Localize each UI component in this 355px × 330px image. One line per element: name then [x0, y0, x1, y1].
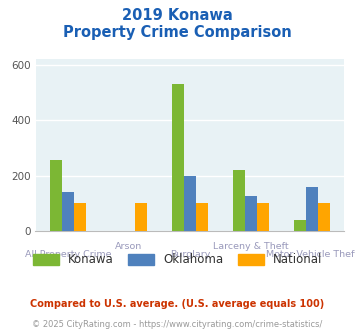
Bar [171, 84, 184, 231]
Bar [196, 203, 208, 231]
Bar [62, 192, 74, 231]
Bar [245, 196, 257, 231]
Bar [257, 203, 269, 231]
Text: Motor Vehicle Theft: Motor Vehicle Theft [266, 250, 355, 259]
Bar [74, 203, 86, 231]
Text: Larceny & Theft: Larceny & Theft [213, 242, 289, 250]
Bar [135, 203, 147, 231]
Bar [233, 170, 245, 231]
Bar [306, 187, 318, 231]
Legend: Konawa, Oklahoma, National: Konawa, Oklahoma, National [33, 253, 322, 266]
Bar [318, 203, 330, 231]
Bar [294, 220, 306, 231]
Text: 2019 Konawa: 2019 Konawa [122, 8, 233, 23]
Text: © 2025 CityRating.com - https://www.cityrating.com/crime-statistics/: © 2025 CityRating.com - https://www.city… [32, 320, 323, 329]
Text: Burglary: Burglary [170, 250, 210, 259]
Text: All Property Crime: All Property Crime [24, 250, 111, 259]
Text: Compared to U.S. average. (U.S. average equals 100): Compared to U.S. average. (U.S. average … [31, 299, 324, 309]
Bar [184, 176, 196, 231]
Bar [50, 160, 62, 231]
Text: Arson: Arson [115, 242, 142, 250]
Text: Property Crime Comparison: Property Crime Comparison [63, 25, 292, 40]
